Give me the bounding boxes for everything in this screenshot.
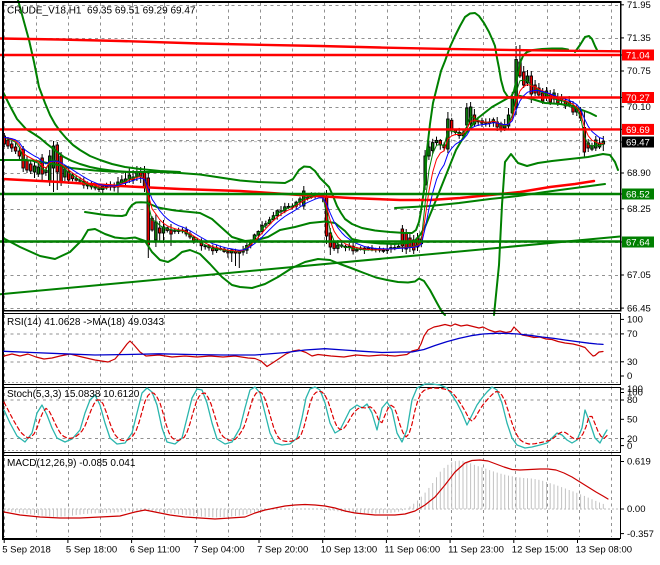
svg-text:CRUDE_V18,H1 69.35 69.51 69.2: CRUDE_V18,H1 69.35 69.51 69.29 69.47	[7, 6, 196, 17]
svg-text:-0.357: -0.357	[627, 529, 654, 540]
svg-text:0: 0	[627, 441, 632, 452]
svg-text:100: 100	[627, 315, 643, 326]
svg-text:0.00: 0.00	[627, 504, 646, 515]
svg-text:10 Sep 13:00: 10 Sep 13:00	[321, 545, 378, 556]
svg-text:69.47: 69.47	[626, 137, 650, 148]
svg-text:67.05: 67.05	[627, 270, 651, 281]
svg-text:11 Sep 06:00: 11 Sep 06:00	[384, 545, 440, 556]
svg-text:69.69: 69.69	[626, 125, 650, 136]
svg-text:80: 80	[627, 395, 638, 406]
svg-text:68.25: 68.25	[627, 204, 651, 215]
svg-text:RSI(14) 41.0628 ->MA(18) 49.0: RSI(14) 41.0628 ->MA(18) 49.0343	[7, 317, 164, 328]
svg-text:5 Sep 2018: 5 Sep 2018	[2, 545, 51, 556]
svg-text:7 Sep 04:00: 7 Sep 04:00	[193, 545, 244, 556]
svg-text:68.90: 68.90	[627, 168, 651, 179]
svg-text:50: 50	[627, 415, 638, 426]
svg-text:13 Sep 08:00: 13 Sep 08:00	[576, 545, 633, 556]
svg-text:12 Sep 15:00: 12 Sep 15:00	[512, 545, 569, 556]
svg-text:68.52: 68.52	[626, 189, 650, 200]
svg-text:11 Sep 23:00: 11 Sep 23:00	[448, 545, 504, 556]
svg-text:100: 100	[627, 384, 643, 395]
svg-text:70.10: 70.10	[627, 102, 651, 113]
svg-text:20: 20	[627, 434, 638, 445]
svg-text:Stoch(5,3,3) 15.0838 10.6120: Stoch(5,3,3) 15.0838 10.6120	[7, 389, 140, 400]
svg-text:66.45: 66.45	[627, 303, 651, 314]
svg-text:MACD(12,26,9) -0.085 0.041: MACD(12,26,9) -0.085 0.041	[7, 458, 136, 469]
svg-text:0: 0	[627, 371, 632, 382]
svg-text:67.64: 67.64	[626, 237, 650, 248]
svg-text:5 Sep 18:00: 5 Sep 18:00	[66, 545, 117, 556]
svg-text:71.95: 71.95	[627, 0, 651, 11]
svg-text:6 Sep 11:00: 6 Sep 11:00	[130, 545, 181, 556]
svg-text:7 Sep 20:00: 7 Sep 20:00	[257, 545, 308, 556]
svg-text:70.75: 70.75	[627, 66, 651, 77]
svg-text:30: 30	[627, 357, 638, 368]
svg-text:71.04: 71.04	[626, 50, 650, 61]
svg-text:71.35: 71.35	[627, 33, 651, 44]
svg-text:70.27: 70.27	[626, 93, 650, 104]
svg-text:100: 100	[627, 388, 643, 399]
svg-text:70: 70	[627, 329, 638, 340]
svg-text:0.619: 0.619	[627, 457, 651, 468]
